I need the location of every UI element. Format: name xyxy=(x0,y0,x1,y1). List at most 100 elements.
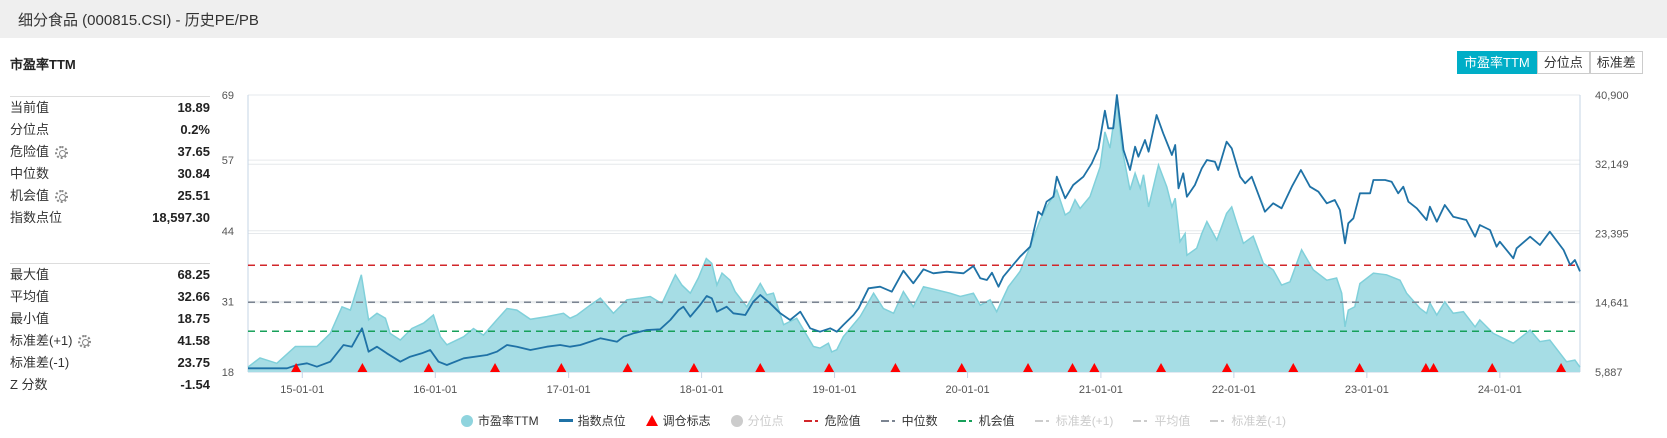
gear-icon[interactable] xyxy=(55,145,69,159)
x-tick-label: 20-01-01 xyxy=(946,384,990,396)
x-tick-label: 17-01-01 xyxy=(547,384,591,396)
legend-label: 机会值 xyxy=(978,414,1015,428)
triangle-icon xyxy=(645,415,658,426)
rebalance-marker xyxy=(1420,363,1431,372)
legend-label: 指数点位 xyxy=(577,414,626,428)
stat-label-wrap: 标准差(-1) xyxy=(10,352,69,374)
rebalance-marker xyxy=(490,363,501,372)
stat-value: 30.84 xyxy=(177,166,210,181)
y-left-tick-label: 18 xyxy=(222,367,234,379)
legend-label: 调仓标志 xyxy=(662,414,711,428)
stat-row: 分位点 0.2% xyxy=(10,119,210,141)
dash-icon xyxy=(1133,419,1150,422)
dash-icon xyxy=(803,419,820,422)
legend-label: 市盈率TTM xyxy=(477,414,539,428)
y-right-tick-label: 14,641 xyxy=(1595,298,1629,310)
pe-line xyxy=(247,98,1581,368)
page-title: 细分食品 (000815.CSI) - 历史PE/PB xyxy=(18,12,259,29)
stat-label-wrap: 中位数 xyxy=(10,163,49,185)
rebalance-marker xyxy=(688,363,699,372)
stat-row: 机会值 25.51 xyxy=(10,185,210,207)
title-bar: 细分食品 (000815.CSI) - 历史PE/PB xyxy=(0,0,1667,38)
stat-value: 25.51 xyxy=(177,188,210,203)
legend-item[interactable]: 中位数 xyxy=(880,412,938,429)
y-right-tick-label: 40,900 xyxy=(1595,90,1629,102)
y-left-tick-label: 57 xyxy=(222,155,234,167)
circle-icon xyxy=(730,414,743,427)
percentile-button[interactable]: 分位点 xyxy=(1536,51,1590,74)
rebalance-marker xyxy=(1428,363,1439,372)
rebalance-marker xyxy=(824,363,835,372)
y-left-tick-label: 69 xyxy=(222,90,234,102)
legend-item[interactable]: 分位点 xyxy=(730,412,784,429)
y-right-tick-label: 23,395 xyxy=(1595,228,1629,240)
gear-icon[interactable] xyxy=(55,189,69,203)
dash-icon xyxy=(957,419,974,422)
rebalance-marker xyxy=(755,363,766,372)
stat-value: 18,597.30 xyxy=(152,210,210,225)
stat-row: 危险值 37.65 xyxy=(10,141,210,163)
legend-item[interactable]: 危险值 xyxy=(803,412,861,429)
legend-item[interactable]: 平均值 xyxy=(1133,412,1190,429)
legend-item[interactable]: 调仓标志 xyxy=(645,412,711,429)
rebalance-marker xyxy=(622,363,633,372)
rebalance-marker xyxy=(1556,363,1567,372)
stat-row: 中位数 30.84 xyxy=(10,163,210,185)
y-right-tick-label: 5,887 xyxy=(1595,367,1623,379)
stat-value: -1.54 xyxy=(180,377,210,392)
stat-label-wrap: 标准差(+1) xyxy=(10,330,92,352)
y-left-tick-label: 44 xyxy=(222,226,234,238)
x-tick-label: 21-01-01 xyxy=(1079,384,1123,396)
x-tick-label: 15-01-01 xyxy=(280,384,324,396)
y-right-tick-label: 32,149 xyxy=(1595,159,1629,171)
current-stats: 当前值 18.89 分位点 0.2% 危险值 37.65 中位数 30.84 机会值 25.51 指… xyxy=(10,96,210,229)
y-left-tick-label: 31 xyxy=(222,296,234,308)
stat-label: 机会值 xyxy=(10,188,50,203)
legend-label: 标准差(-1) xyxy=(1231,414,1287,428)
stat-label: 最小值 xyxy=(10,311,50,326)
rebalance-marker xyxy=(956,363,967,372)
rebalance-marker xyxy=(556,363,567,372)
stat-label: 分位点 xyxy=(10,122,50,137)
legend-item[interactable]: 市盈率TTM xyxy=(460,412,539,429)
rebalance-marker xyxy=(1354,363,1365,372)
pe-ttm-button[interactable]: 市盈率TTM xyxy=(1457,51,1537,74)
stat-label: 危险值 xyxy=(10,144,50,159)
stat-value: 37.65 xyxy=(177,144,210,159)
stat-row: 标准差(+1) 41.58 xyxy=(10,330,210,352)
std-dev-button[interactable]: 标准差 xyxy=(1589,51,1643,74)
rebalance-marker xyxy=(1156,363,1167,372)
stat-row: 最大值 68.25 xyxy=(10,264,210,286)
legend-label: 标准差(+1) xyxy=(1055,414,1114,428)
legend-item[interactable]: 机会值 xyxy=(957,412,1015,429)
stat-value: 32.66 xyxy=(177,289,210,304)
stat-label: 最大值 xyxy=(10,267,50,282)
dash-icon xyxy=(880,419,897,422)
legend-item[interactable]: 标准差(-1) xyxy=(1210,412,1286,429)
stat-label: 当前值 xyxy=(10,100,50,115)
legend-label: 分位点 xyxy=(747,414,784,428)
stat-row: 当前值 18.89 xyxy=(10,97,210,119)
stat-label: Z 分数 xyxy=(10,377,48,392)
summary-stats: 最大值 68.25 平均值 32.66 最小值 18.75 标准差(+1) 41.58 标准差(… xyxy=(10,263,210,396)
pe-chart[interactable]: 18 31 44 57 69 5,887 14,641 23,395 32,149 40,900 1… xyxy=(200,80,1667,410)
chart-legend: 市盈率TTM 指数点位 调仓标志 分位点 危险值 中位数 机会值 标准差(+1) 平均值 标准差(… xyxy=(0,412,1667,429)
stat-row: 最小值 18.75 xyxy=(10,308,210,330)
x-tick-label: 23-01-01 xyxy=(1345,384,1389,396)
x-tick-label: 24-01-01 xyxy=(1478,384,1522,396)
legend-item[interactable]: 标准差(+1) xyxy=(1034,412,1114,429)
rebalance-marker xyxy=(1067,363,1078,372)
legend-item[interactable]: 指数点位 xyxy=(558,412,626,429)
stat-row: Z 分数 -1.54 xyxy=(10,374,210,396)
dash-icon xyxy=(1034,419,1051,422)
index-line xyxy=(248,94,1581,370)
rebalance-marker xyxy=(1221,363,1232,372)
metric-toggle: 市盈率TTM 分位点 标准差 xyxy=(1457,51,1643,74)
rebalance-marker xyxy=(1089,363,1100,372)
x-tick-label: 16-01-01 xyxy=(413,384,457,396)
stat-label: 标准差(-1) xyxy=(10,355,70,370)
stat-label-wrap: 危险值 xyxy=(10,141,69,163)
stat-label: 中位数 xyxy=(10,166,50,181)
x-tick-label: 22-01-01 xyxy=(1212,384,1256,396)
gear-icon[interactable] xyxy=(78,334,92,348)
